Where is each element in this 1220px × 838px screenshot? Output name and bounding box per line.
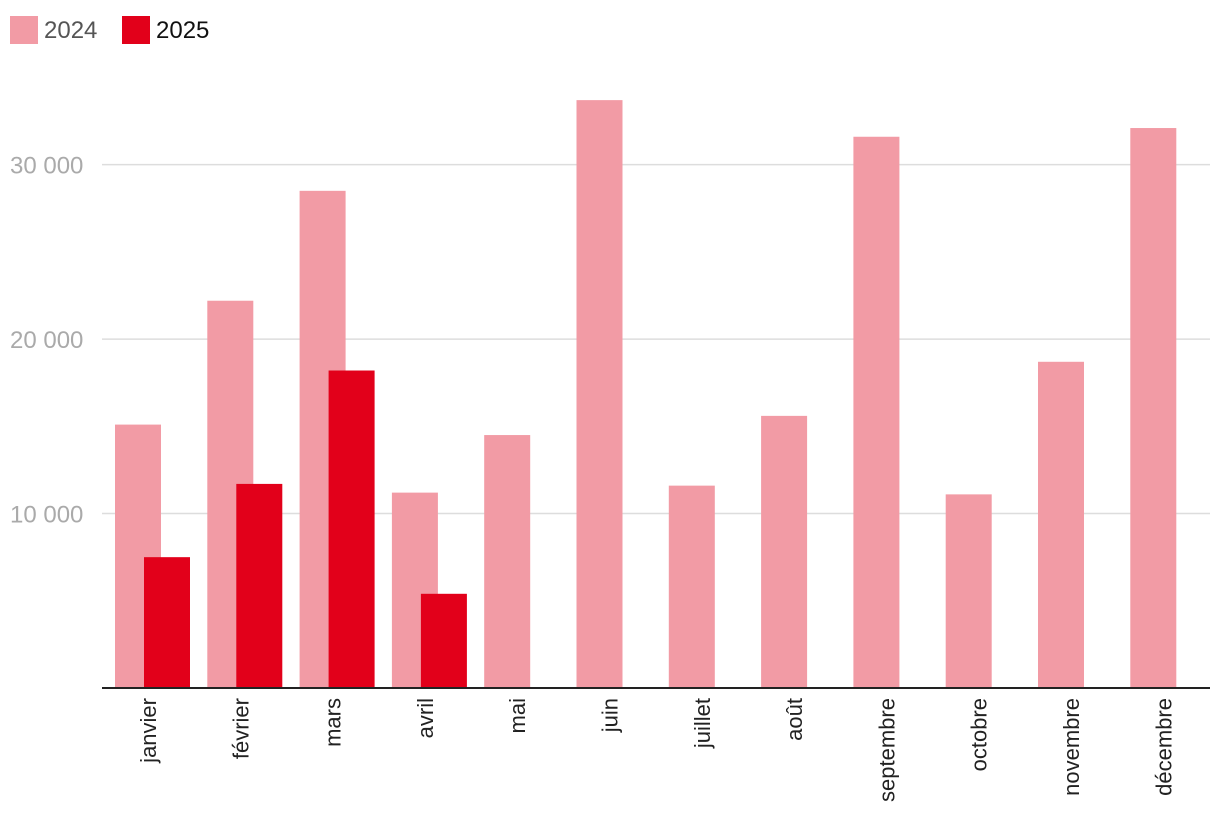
legend-label-2024: 2024 xyxy=(44,17,97,44)
legend-swatch-2025 xyxy=(122,16,150,44)
x-tick-label: décembre xyxy=(1151,698,1176,796)
y-tick-label: 10 000 xyxy=(10,502,83,529)
x-axis-ticks: janvier février mars avril mai juin juillet aoû… xyxy=(136,698,1176,802)
x-tick-label: juin xyxy=(598,698,623,733)
y-axis-ticks: 10 000 20 000 30 000 xyxy=(10,153,83,529)
bar-2024-mai xyxy=(484,435,531,688)
bar-2025-février xyxy=(236,483,283,688)
x-tick-label: mars xyxy=(321,698,346,747)
x-tick-label: septembre xyxy=(874,698,899,802)
bar-2024-août xyxy=(761,415,808,688)
legend-label-2025: 2025 xyxy=(156,17,209,44)
x-tick-label: juillet xyxy=(690,698,715,749)
y-tick-label: 20 000 xyxy=(10,327,83,354)
x-tick-label: mai xyxy=(505,698,530,733)
legend: 2024 2025 xyxy=(10,16,209,44)
x-tick-label: novembre xyxy=(1059,698,1084,796)
x-tick-label: janvier xyxy=(136,698,161,764)
bars xyxy=(115,100,1177,689)
x-tick-label: août xyxy=(782,698,807,741)
gridlines xyxy=(102,163,1210,515)
bar-2025-avril xyxy=(420,593,467,688)
x-tick-label: avril xyxy=(413,698,438,738)
bar-2025-mars xyxy=(328,370,375,688)
x-tick-label: février xyxy=(228,698,253,759)
legend-swatch-2024 xyxy=(10,16,38,44)
bar-2025-janvier xyxy=(144,557,190,688)
bar-2024-novembre xyxy=(1038,361,1084,688)
bar-2024-décembre xyxy=(1130,128,1177,689)
bar-2024-juillet xyxy=(668,485,715,688)
bar-2024-juin xyxy=(576,100,623,689)
bar-2024-septembre xyxy=(853,136,900,688)
x-tick-label: octobre xyxy=(967,698,992,771)
y-tick-label: 30 000 xyxy=(10,153,83,180)
bar-2024-octobre xyxy=(945,494,992,688)
